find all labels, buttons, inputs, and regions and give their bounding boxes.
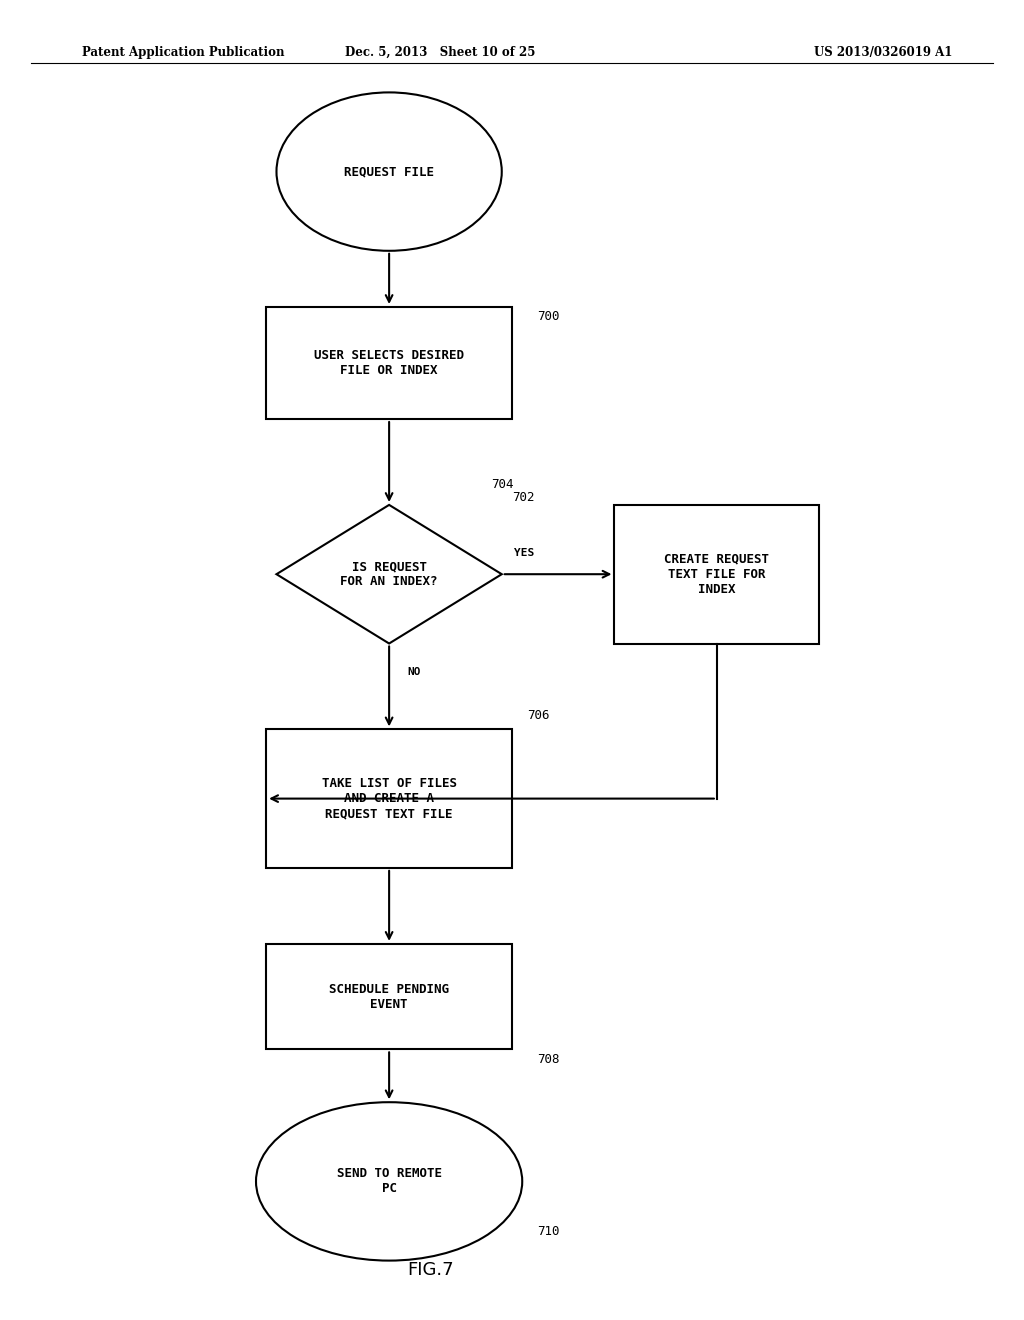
- Text: YES: YES: [514, 548, 535, 558]
- Text: SCHEDULE PENDING
EVENT: SCHEDULE PENDING EVENT: [329, 982, 450, 1011]
- Text: 702: 702: [512, 491, 535, 504]
- Text: 708: 708: [538, 1053, 560, 1067]
- Text: NO: NO: [408, 668, 421, 677]
- Text: Dec. 5, 2013   Sheet 10 of 25: Dec. 5, 2013 Sheet 10 of 25: [345, 46, 536, 59]
- Text: REQUEST FILE: REQUEST FILE: [344, 165, 434, 178]
- Text: 710: 710: [538, 1225, 560, 1238]
- Text: USER SELECTS DESIRED
FILE OR INDEX: USER SELECTS DESIRED FILE OR INDEX: [314, 348, 464, 378]
- Text: FIG.7: FIG.7: [407, 1261, 454, 1279]
- Text: CREATE REQUEST
TEXT FILE FOR
INDEX: CREATE REQUEST TEXT FILE FOR INDEX: [665, 553, 769, 595]
- Text: TAKE LIST OF FILES
AND CREATE A
REQUEST TEXT FILE: TAKE LIST OF FILES AND CREATE A REQUEST …: [322, 777, 457, 820]
- Text: 704: 704: [492, 478, 514, 491]
- Text: IS REQUEST
FOR AN INDEX?: IS REQUEST FOR AN INDEX?: [340, 560, 438, 589]
- Text: Patent Application Publication: Patent Application Publication: [82, 46, 285, 59]
- Text: 700: 700: [538, 310, 560, 323]
- Text: SEND TO REMOTE
PC: SEND TO REMOTE PC: [337, 1167, 441, 1196]
- Text: US 2013/0326019 A1: US 2013/0326019 A1: [814, 46, 952, 59]
- Text: 706: 706: [527, 709, 550, 722]
